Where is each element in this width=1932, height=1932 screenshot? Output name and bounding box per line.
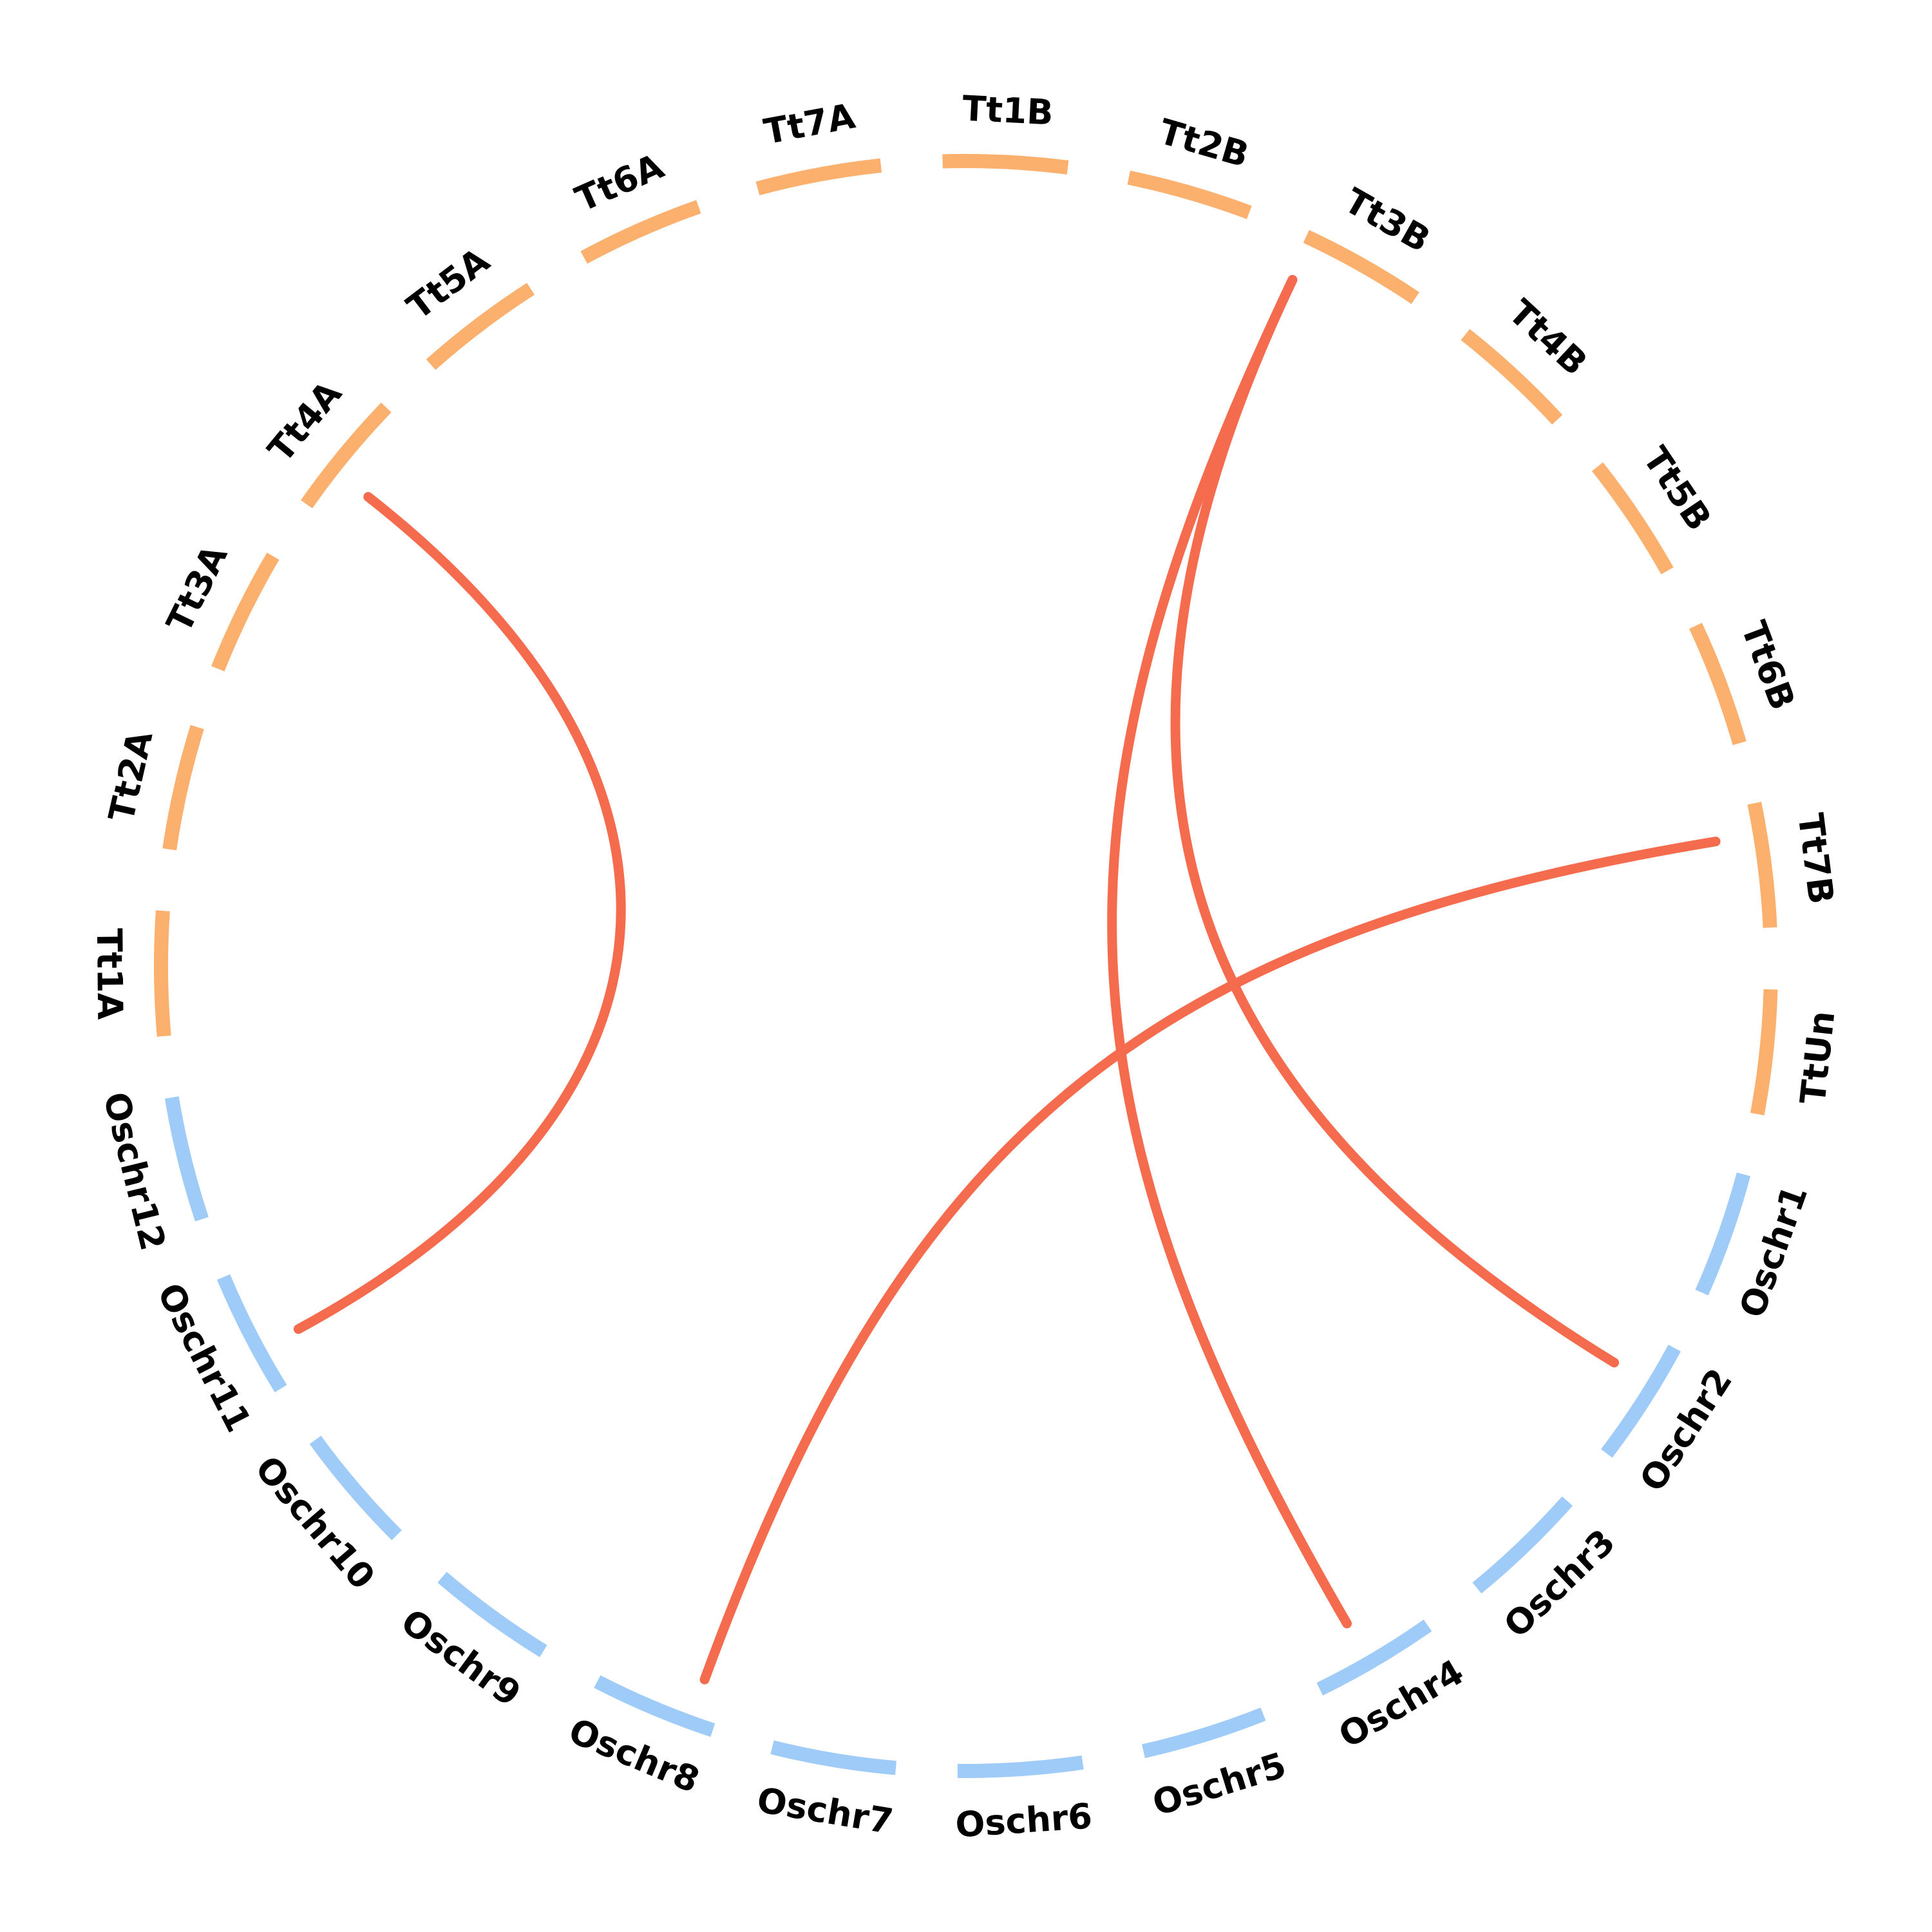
chromosome-label-tt3a: Tt3A [158, 538, 235, 638]
chromosome-label-tt7a: Tt7A [761, 95, 858, 152]
chromosome-arc-oschr10 [309, 1435, 402, 1540]
chromosome-arc-tt5b [1591, 462, 1674, 574]
chromosome-arc-tt6a [580, 200, 701, 264]
chromosome-arc-oschr9 [437, 1571, 547, 1658]
chromosome-arc-tt3b [1303, 230, 1419, 305]
chromosome-arc-oschr2 [1601, 1345, 1681, 1458]
chromosome-arc-oschr1 [1695, 1172, 1751, 1296]
chromosome-label-tt7b: Tt7B [1790, 811, 1841, 906]
chromosome-arc-oschr7 [770, 1740, 897, 1776]
chromosome-arc-tt2b [1127, 171, 1252, 220]
chromosome-label-tt6a: Tt6A [569, 146, 670, 220]
chromosome-arc-tt4b [1461, 328, 1563, 425]
chromosome-label-oschr11: Oschr11 [149, 1276, 259, 1438]
chromosome-arc-oschr12 [164, 1096, 209, 1222]
chromosome-arc-tt7b [1747, 802, 1777, 928]
chromosome-arc-oschr5 [1142, 1707, 1266, 1758]
chromosome-arcs-layer [154, 154, 1778, 1778]
chromosome-arc-tt7a [755, 158, 882, 196]
chromosome-arc-tt6b [1689, 623, 1747, 746]
chromosome-label-tt3b: Tt3B [1338, 180, 1437, 260]
chromosome-label-oschr10: Oschr10 [247, 1448, 383, 1597]
chromosome-label-oschr1: Oschr1 [1732, 1180, 1815, 1323]
chromosome-label-tt1b: Tt1B [961, 88, 1054, 133]
chromosome-label-oschr3: Oschr3 [1496, 1521, 1623, 1645]
link-oschr2-tt3b [1170, 274, 1620, 1368]
link-oschr8-tt7b [699, 837, 1721, 1685]
chromosome-arc-tt1a [154, 910, 171, 1037]
chromosome-label-tt2a: Tt2A [101, 727, 161, 826]
chromosome-arc-oschr4 [1316, 1619, 1432, 1696]
chromosome-arc-ttun [1750, 989, 1778, 1115]
chromosome-label-tt2b: Tt2B [1155, 111, 1253, 175]
link-oschr4-tt3b [1107, 274, 1352, 1629]
chromosome-arc-oschr11 [216, 1274, 287, 1392]
chromosome-arc-tt4a [301, 402, 392, 509]
chromosome-label-oschr5: Oschr5 [1148, 1745, 1291, 1824]
chromosome-label-oschr9: Oschr9 [393, 1601, 528, 1714]
chromosome-arc-oschr6 [957, 1755, 1084, 1778]
chromosome-arc-oschr8 [594, 1675, 715, 1737]
chromosome-arc-tt1b [942, 154, 1069, 175]
chromosome-arc-tt3a [211, 553, 279, 672]
chromosome-arc-oschr3 [1472, 1496, 1573, 1594]
links-layer [293, 274, 1721, 1685]
link-oschr11-tt4a [293, 491, 626, 1334]
chromosome-arc-tt2a [162, 724, 204, 851]
chromosome-label-oschr12: Oschr12 [95, 1088, 173, 1255]
chromosome-label-oschr6: Oschr6 [954, 1795, 1093, 1845]
chromosome-label-tt6b: Tt6B [1733, 616, 1803, 715]
chromosome-label-oschr7: Oschr7 [754, 1779, 896, 1842]
chromosome-label-tt1a: Tt1A [89, 928, 130, 1020]
chromosome-label-ttun: TtUn [1792, 1009, 1842, 1106]
chromosome-arc-tt5a [426, 283, 535, 370]
chromosome-label-tt5b: Tt5B [1635, 440, 1719, 538]
